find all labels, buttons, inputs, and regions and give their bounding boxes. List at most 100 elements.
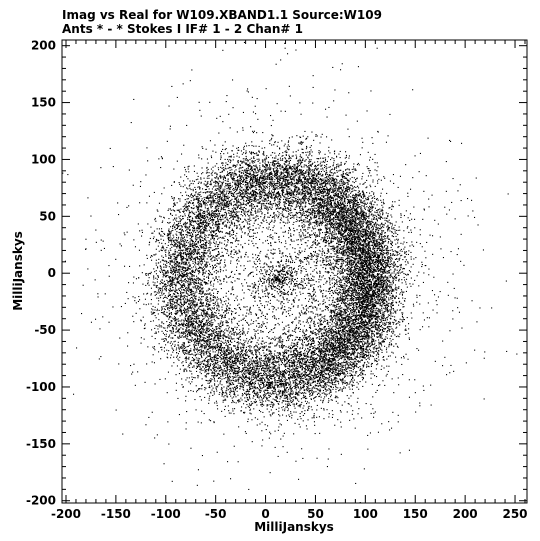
- data-point: [391, 284, 393, 286]
- data-point: [227, 222, 229, 224]
- data-point: [285, 260, 287, 262]
- data-point: [200, 353, 202, 355]
- data-point: [193, 220, 195, 222]
- data-point: [151, 259, 153, 261]
- data-point: [383, 330, 385, 332]
- data-point: [234, 312, 236, 314]
- data-point: [267, 368, 269, 370]
- data-point: [361, 338, 363, 340]
- data-point: [334, 224, 336, 226]
- data-point: [330, 334, 332, 336]
- data-point: [214, 230, 216, 232]
- data-point: [212, 255, 214, 257]
- data-point: [335, 320, 337, 322]
- data-point: [270, 234, 272, 236]
- data-point: [160, 216, 162, 218]
- chart-title-line1: Imag vs Real for W109.XBAND1.1 Source:W1…: [62, 8, 382, 22]
- data-point: [200, 203, 202, 205]
- data-point: [180, 297, 182, 299]
- data-point: [261, 398, 263, 400]
- data-point: [337, 259, 339, 261]
- data-point: [341, 327, 343, 329]
- data-point: [334, 345, 336, 347]
- data-point: [369, 231, 371, 233]
- data-point: [352, 230, 354, 232]
- data-point: [206, 276, 208, 278]
- data-point: [379, 384, 381, 386]
- data-point: [195, 288, 197, 290]
- data-point: [257, 349, 259, 351]
- data-point: [199, 188, 201, 190]
- data-point: [274, 336, 276, 338]
- data-point: [390, 275, 392, 277]
- data-point: [351, 279, 353, 281]
- data-point: [213, 375, 215, 377]
- data-point: [208, 321, 210, 323]
- data-point: [353, 418, 355, 420]
- data-point: [261, 388, 263, 390]
- data-point: [268, 396, 270, 398]
- data-point: [252, 176, 254, 178]
- data-point: [298, 366, 300, 368]
- data-point: [293, 344, 295, 346]
- data-point: [357, 345, 359, 347]
- data-point: [199, 301, 201, 303]
- data-point: [251, 205, 253, 207]
- data-point: [343, 298, 345, 300]
- data-point: [223, 192, 225, 194]
- data-point: [390, 322, 392, 324]
- data-point: [339, 184, 341, 186]
- data-point: [170, 261, 172, 263]
- data-point: [288, 160, 290, 162]
- data-point: [382, 341, 384, 343]
- data-point: [370, 208, 372, 210]
- data-point: [206, 197, 208, 199]
- data-point: [338, 308, 340, 310]
- data-point: [196, 359, 198, 361]
- data-point: [349, 200, 351, 202]
- data-point: [351, 232, 353, 234]
- data-point: [418, 285, 420, 287]
- data-point: [315, 295, 317, 297]
- data-point: [261, 305, 263, 307]
- data-point: [201, 305, 203, 307]
- data-point: [205, 247, 207, 249]
- data-point: [352, 292, 354, 294]
- data-point: [395, 361, 397, 363]
- data-point: [207, 365, 209, 367]
- data-point: [339, 150, 341, 152]
- data-point: [235, 213, 237, 215]
- data-point: [343, 225, 345, 227]
- data-point: [167, 371, 169, 373]
- data-point: [209, 183, 211, 185]
- data-point: [174, 258, 176, 260]
- data-point: [201, 167, 203, 169]
- data-point: [200, 182, 202, 184]
- data-point: [344, 287, 346, 289]
- data-point: [340, 241, 342, 243]
- data-point: [434, 219, 436, 221]
- data-point: [339, 333, 341, 335]
- data-point: [378, 354, 380, 356]
- data-point: [186, 288, 188, 290]
- data-point: [338, 355, 340, 357]
- data-point: [271, 204, 273, 206]
- data-point: [246, 395, 248, 397]
- data-point: [279, 178, 281, 180]
- data-point: [460, 233, 462, 235]
- data-point: [162, 312, 164, 314]
- data-point: [309, 337, 311, 339]
- data-point: [383, 307, 385, 309]
- data-point: [184, 261, 186, 263]
- data-point: [242, 356, 244, 358]
- data-point: [383, 278, 385, 280]
- data-point: [348, 322, 350, 324]
- data-point: [302, 359, 304, 361]
- data-point: [360, 356, 362, 358]
- data-point: [312, 394, 314, 396]
- data-point: [229, 393, 231, 395]
- data-point: [286, 210, 288, 212]
- data-point: [198, 293, 200, 295]
- data-point: [217, 263, 219, 265]
- data-point: [193, 349, 195, 351]
